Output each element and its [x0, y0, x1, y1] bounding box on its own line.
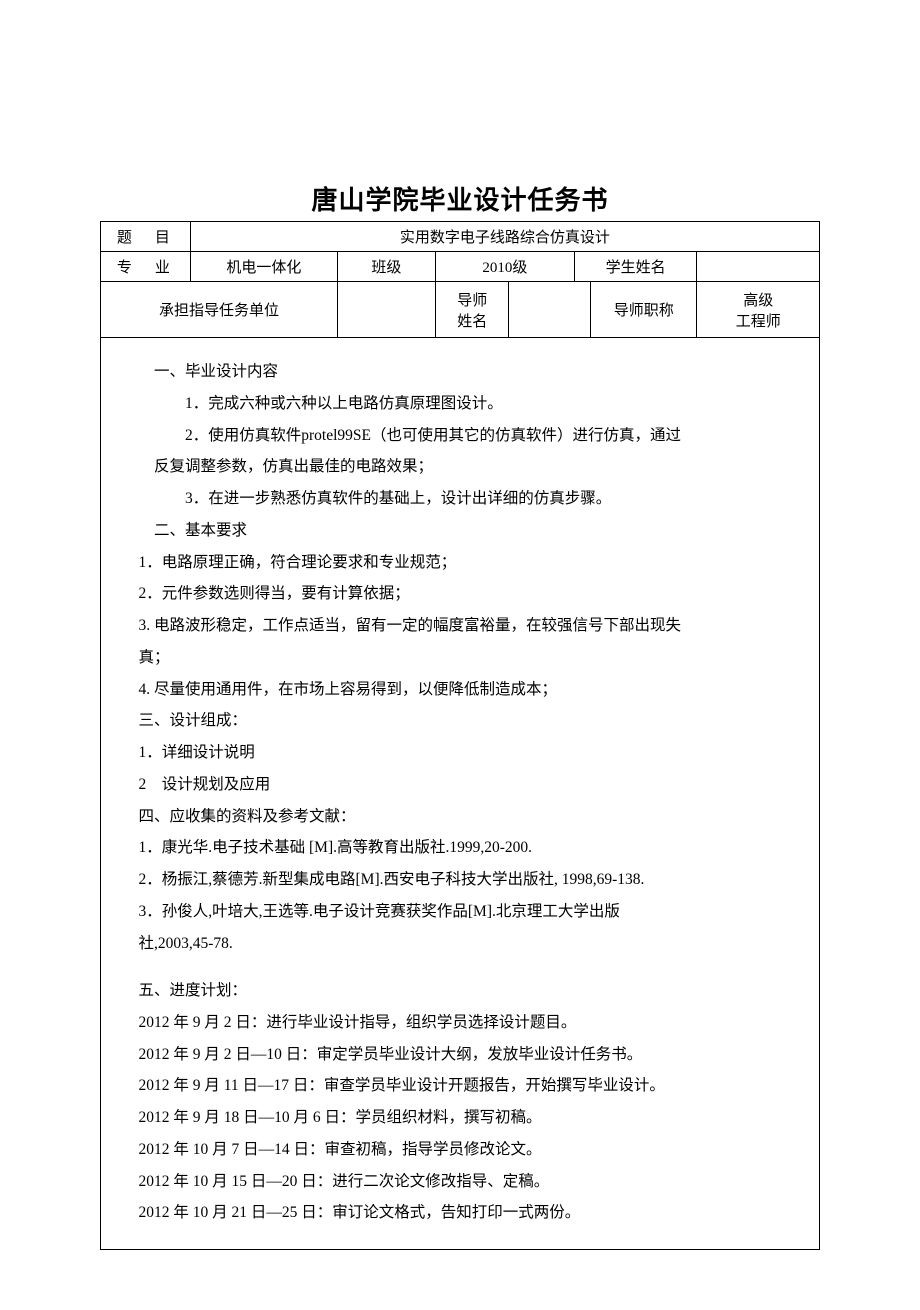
section-4-title: 四、应收集的资料及参考文献：	[123, 801, 797, 833]
section-2-title: 二、基本要求	[123, 515, 797, 547]
header-table: 题 目 实用数字电子线路综合仿真设计 专 业 机电一体化 班级 2010级 学生…	[100, 221, 820, 338]
s5-plan-3: 2012 年 9 月 11 日—17 日：审查学员毕业设计开题报告，开始撰写毕业…	[123, 1070, 797, 1102]
s2-item-3a: 3. 电路波形稳定，工作点适当，留有一定的幅度富裕量，在较强信号下部出现失	[123, 610, 797, 642]
s2-item-4: 4. 尽量使用通用件，在市场上容易得到，以便降低制造成本；	[123, 674, 797, 706]
s5-plan-2: 2012 年 9 月 2 日—10 日：审定学员毕业设计大纲，发放毕业设计任务书…	[123, 1039, 797, 1071]
section-3-title: 三、设计组成：	[123, 705, 797, 737]
page-title: 唐山学院毕业设计任务书	[100, 180, 820, 217]
s5-plan-1: 2012 年 9 月 2 日：进行毕业设计指导，组织学员选择设计题目。	[123, 1007, 797, 1039]
s2-item-2: 2．元件参数选则得当，要有计算依据；	[123, 578, 797, 610]
s4-ref-3b: 社,2003,45-78.	[123, 928, 797, 960]
major-value: 机电一体化	[190, 252, 337, 282]
s5-plan-6: 2012 年 10 月 15 日—20 日：进行二次论文修改指导、定稿。	[123, 1166, 797, 1198]
s3-item-1: 1．详细设计说明	[123, 737, 797, 769]
tutor-name-label-l1: 导师	[457, 293, 487, 309]
class-label: 班级	[337, 252, 435, 282]
tutor-title-value: 高级 工程师	[697, 282, 820, 338]
tutor-title-value-l1: 高级	[743, 293, 773, 309]
s4-ref-3a: 3．孙俊人,叶培大,王选等.电子设计竞赛获奖作品[M].北京理工大学出版	[123, 896, 797, 928]
major-label: 专 业	[101, 252, 191, 282]
s4-ref-2: 2．杨振江,蔡德芳.新型集成电路[M].西安电子科技大学出版社, 1998,69…	[123, 864, 797, 896]
s1-item-2a: 2．使用仿真软件protel99SE（也可使用其它的仿真软件）进行仿真，通过	[123, 420, 797, 452]
unit-label: 承担指导任务单位	[101, 282, 338, 338]
student-value	[697, 252, 820, 282]
tutor-name-label: 导师 姓名	[435, 282, 509, 338]
section-1-title: 一、毕业设计内容	[123, 356, 797, 388]
topic-label: 题 目	[101, 222, 191, 252]
s1-item-2b: 反复调整参数，仿真出最佳的电路效果；	[123, 451, 797, 483]
class-value: 2010级	[435, 252, 574, 282]
s1-item-1: 1．完成六种或六种以上电路仿真原理图设计。	[123, 388, 797, 420]
tutor-name-value	[509, 282, 591, 338]
tutor-name-label-l2: 姓名	[457, 314, 487, 330]
s1-item-3: 3．在进一步熟悉仿真软件的基础上，设计出详细的仿真步骤。	[123, 483, 797, 515]
spacer	[123, 960, 797, 976]
content-body: 一、毕业设计内容 1．完成六种或六种以上电路仿真原理图设计。 2．使用仿真软件p…	[100, 338, 820, 1250]
s5-plan-5: 2012 年 10 月 7 日—14 日：审查初稿，指导学员修改论文。	[123, 1134, 797, 1166]
tutor-title-value-l2: 工程师	[736, 314, 781, 330]
tutor-title-label: 导师职称	[591, 282, 697, 338]
unit-value	[337, 282, 435, 338]
s5-plan-4: 2012 年 9 月 18 日—10 月 6 日：学员组织材料，撰写初稿。	[123, 1102, 797, 1134]
s5-plan-7: 2012 年 10 月 21 日—25 日：审订论文格式，告知打印一式两份。	[123, 1197, 797, 1229]
s2-item-3b: 真；	[123, 642, 797, 674]
s3-item-2: 2 设计规划及应用	[123, 769, 797, 801]
section-5-title: 五、进度计划：	[123, 975, 797, 1007]
s2-item-1: 1．电路原理正确，符合理论要求和专业规范；	[123, 547, 797, 579]
student-label: 学生姓名	[574, 252, 697, 282]
s4-ref-1: 1．康光华.电子技术基础 [M].高等教育出版社.1999,20-200.	[123, 832, 797, 864]
topic-value: 实用数字电子线路综合仿真设计	[190, 222, 819, 252]
